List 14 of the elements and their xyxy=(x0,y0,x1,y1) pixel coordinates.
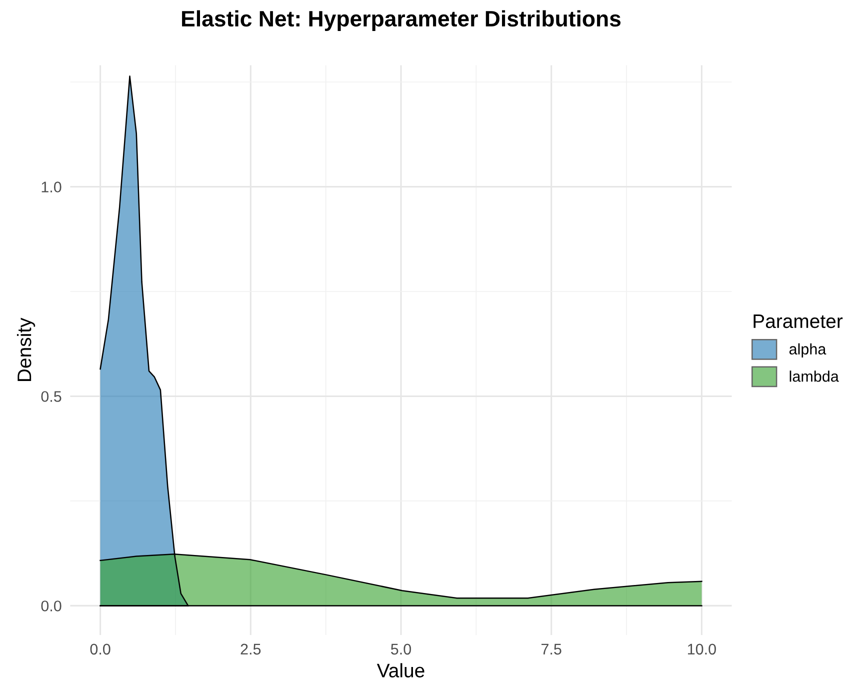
x-axis-title: Value xyxy=(376,663,424,678)
x-tick-label: 7.5 xyxy=(542,644,562,655)
legend-label: alpha xyxy=(789,343,826,358)
legend-title: Parameter xyxy=(754,314,843,328)
x-tick-label: 0.0 xyxy=(90,644,110,655)
y-tick-label: 0.0 xyxy=(41,600,62,612)
chart-title: Elastic Net: Hyperparameter Distributions xyxy=(182,10,621,31)
legend-label: lambda xyxy=(790,370,839,382)
x-tick-label: 2.5 xyxy=(240,644,261,655)
x-tick-label: 10.0 xyxy=(688,644,716,655)
y-tick-label: 0.5 xyxy=(41,391,62,402)
y-axis-title: Density xyxy=(16,318,36,381)
x-tick-label: 5.0 xyxy=(390,644,412,655)
y-tick-label: 1.0 xyxy=(42,182,62,192)
